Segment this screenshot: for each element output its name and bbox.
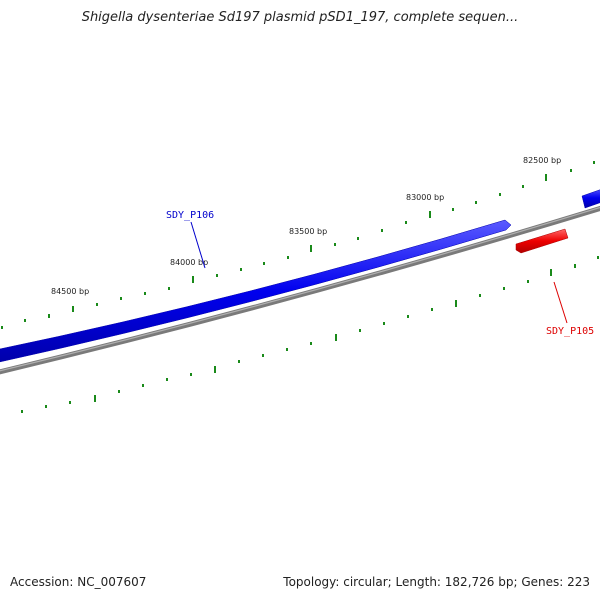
map-title: Shigella dysenteriae Sd197 plasmid pSD1_… bbox=[81, 10, 519, 25]
sequence-backbone bbox=[0, 205, 600, 375]
forward-gene-feature-right[interactable] bbox=[581, 188, 600, 209]
gene-label-sdy-p105[interactable]: SDY_P105 bbox=[546, 326, 594, 337]
gene-label-leader bbox=[190, 221, 206, 269]
reverse-gene-feature[interactable] bbox=[515, 228, 569, 254]
tick-label: 83500 bp bbox=[289, 227, 327, 236]
outer-tick-row bbox=[1, 161, 595, 329]
forward-gene-feature[interactable] bbox=[0, 219, 512, 363]
genome-summary-text: Topology: circular; Length: 182,726 bp; … bbox=[283, 575, 590, 589]
tick-label: 83000 bp bbox=[406, 193, 444, 202]
gene-label-sdy-p106[interactable]: SDY_P106 bbox=[166, 210, 214, 221]
tick-label: 84500 bp bbox=[51, 287, 89, 296]
tick-label: 82500 bp bbox=[523, 156, 561, 165]
tick-label: 84000 bp bbox=[170, 258, 208, 267]
gene-label-leader bbox=[553, 281, 568, 324]
accession-text: Accession: NC_007607 bbox=[10, 575, 147, 589]
inner-tick-row bbox=[21, 256, 599, 413]
